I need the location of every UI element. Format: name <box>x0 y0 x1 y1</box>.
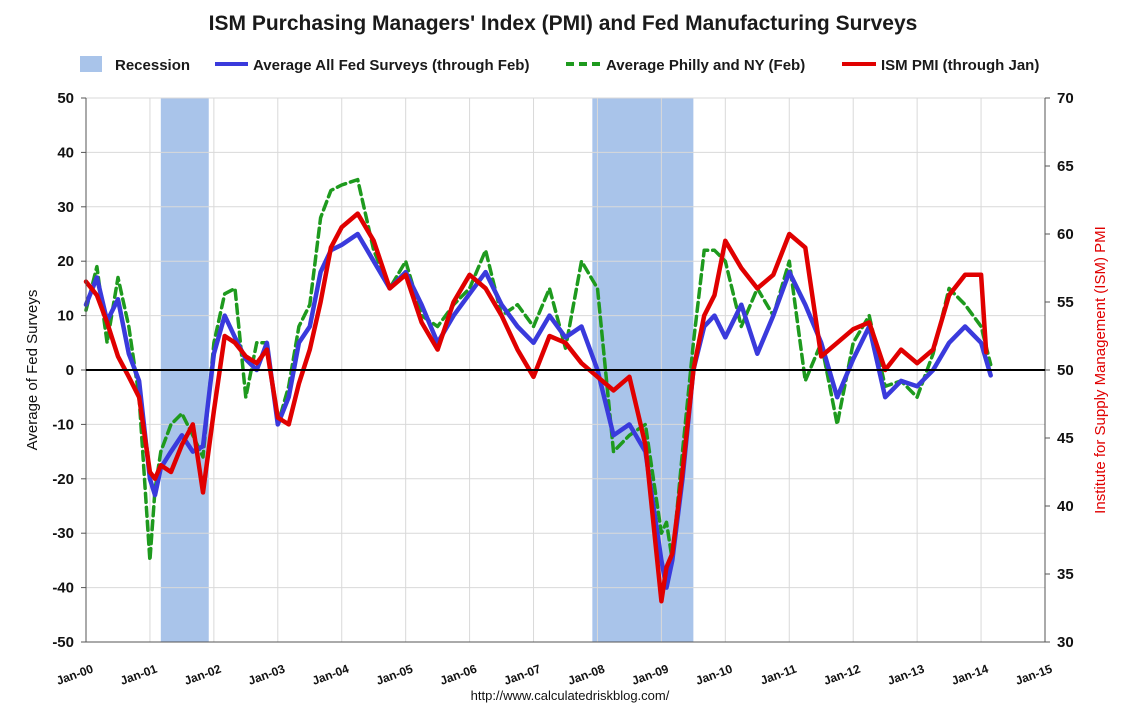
y-tick-left-7: -20 <box>52 471 74 488</box>
legend-label-philly-ny: Average Philly and NY (Feb) <box>606 57 805 74</box>
y-tick-left-6: -10 <box>52 416 74 433</box>
legend-label-recession: Recession <box>115 57 190 74</box>
legend-label-ism-pmi: ISM PMI (through Jan) <box>881 57 1039 74</box>
y-tick-left-4: 10 <box>57 308 74 325</box>
source-url: http://www.calculatedriskblog.com/ <box>471 688 670 703</box>
series-line-3 <box>83 211 989 604</box>
y-tick-right-6: 40 <box>1057 498 1074 515</box>
y-tick-right-8: 30 <box>1057 634 1074 651</box>
y-tick-left-9: -40 <box>52 580 74 597</box>
y-tick-left-2: 30 <box>57 199 74 216</box>
y-tick-left-3: 20 <box>57 253 74 270</box>
legend-swatch-recession <box>80 56 102 72</box>
y-tick-left-1: 40 <box>57 144 74 161</box>
y-tick-left-5: 0 <box>66 362 74 379</box>
y-tick-right-2: 60 <box>1057 226 1074 243</box>
y-tick-right-5: 45 <box>1057 430 1074 447</box>
y-tick-right-3: 55 <box>1057 294 1074 311</box>
y-tick-right-7: 35 <box>1057 566 1074 583</box>
y-tick-right-1: 65 <box>1057 158 1074 175</box>
y-axis-label-left: Average of Fed Surveys <box>24 290 41 451</box>
y-tick-left-8: -30 <box>52 525 74 542</box>
y-tick-left-10: -50 <box>52 634 74 651</box>
y-tick-left-0: 50 <box>57 90 74 107</box>
legend-label-fed-surveys: Average All Fed Surveys (through Feb) <box>253 57 529 74</box>
legend: Recession Average All Fed Surveys (throu… <box>80 56 1039 74</box>
y-tick-right-4: 50 <box>1057 362 1074 379</box>
y-axis-label-right: Institute for Supply Management (ISM) PM… <box>1092 226 1109 514</box>
y-tick-right-0: 70 <box>1057 90 1074 107</box>
chart-title: ISM Purchasing Managers' Index (PMI) and… <box>209 12 918 35</box>
series-lines <box>83 177 993 604</box>
